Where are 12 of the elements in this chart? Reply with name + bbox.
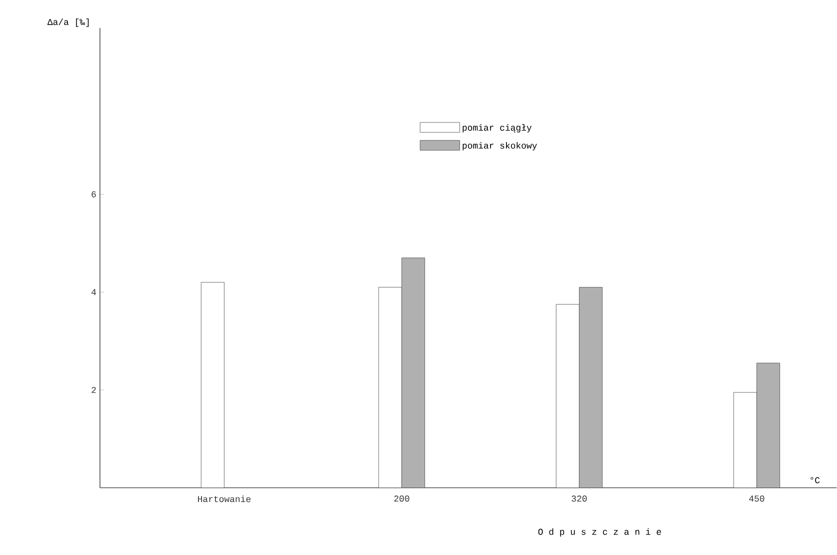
- x-tick-label: 450: [749, 496, 764, 502]
- x-tick-label: 200: [394, 496, 410, 502]
- y-tick-label: 6: [92, 191, 96, 198]
- y-axis-title: Δa/a [‰]: [47, 18, 89, 27]
- y-tick-label: 2: [92, 387, 96, 394]
- annotation: °C: [810, 477, 820, 484]
- x-axis-title: O d p u s z c z a n i e: [538, 528, 661, 537]
- legend-label: pomiar skokowy: [462, 142, 537, 151]
- legend-label: pomiar ciągły: [462, 124, 532, 133]
- y-tick-label: 4: [92, 289, 96, 296]
- x-tick-label: Hartowanie: [198, 496, 251, 502]
- x-tick-label: 320: [572, 496, 587, 502]
